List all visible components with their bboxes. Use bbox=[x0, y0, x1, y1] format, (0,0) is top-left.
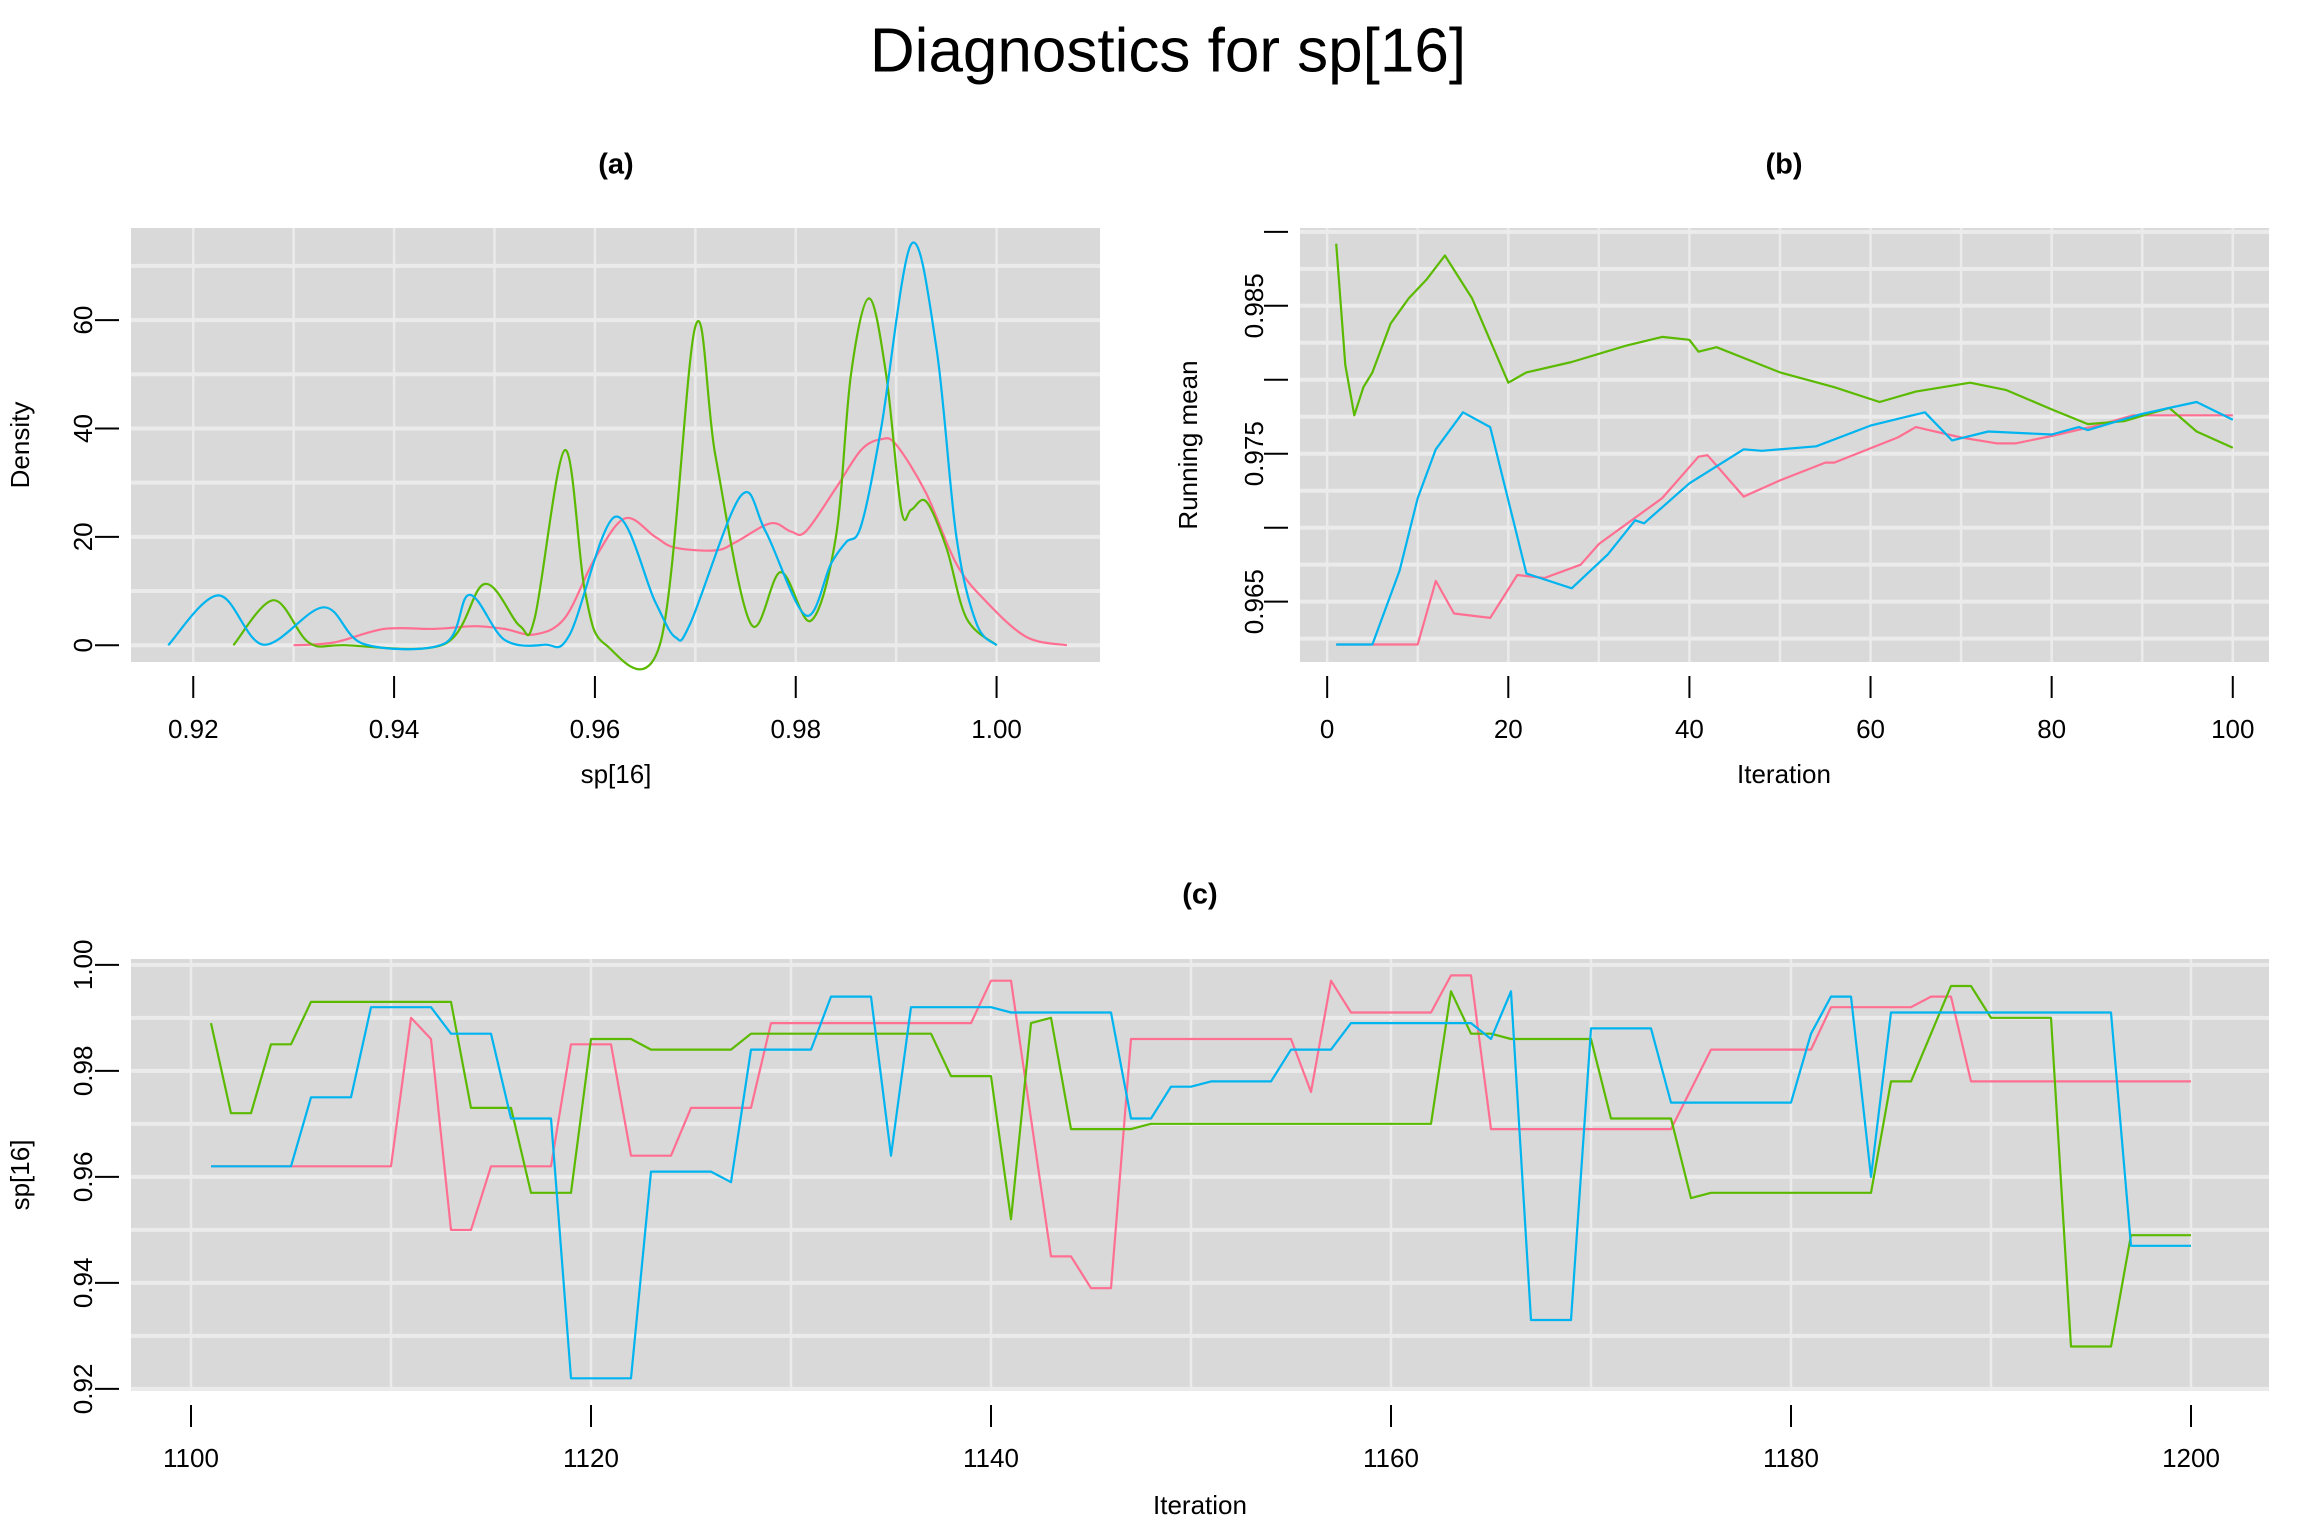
panel-b-title: (b) bbox=[1765, 149, 1802, 181]
x-tick-label: 1160 bbox=[1363, 1443, 1419, 1473]
x-tick-label: 60 bbox=[1856, 714, 1885, 744]
series-line-chain2 bbox=[209, 984, 2191, 1348]
panel-b-xlabel: Iteration bbox=[1737, 759, 1831, 789]
series-line-chain3 bbox=[167, 241, 998, 651]
plot-background bbox=[1300, 228, 2269, 662]
series-line-chain1 bbox=[211, 974, 2191, 1290]
panel-c-trace-plot: 1100 1120 1140 1160 1180 1200 0.92 0.94 0.96 0.98… bbox=[68, 940, 2269, 1473]
panel-a-ylabel: Density bbox=[5, 402, 35, 489]
series-line-chain1 bbox=[293, 437, 1068, 647]
x-tick-label: 40 bbox=[1675, 714, 1704, 744]
y-tick-label: 20 bbox=[68, 522, 98, 551]
y-tick-label: 0 bbox=[68, 638, 98, 652]
y-tick-label: 0.94 bbox=[68, 1258, 98, 1309]
x-tick-label: 0 bbox=[1320, 714, 1334, 744]
main-title: Diagnostics for sp[16] bbox=[870, 16, 1466, 85]
plot-background bbox=[131, 228, 1100, 662]
series-line-chain3 bbox=[1336, 400, 2234, 646]
x-tick-label: 1120 bbox=[563, 1443, 619, 1473]
x-tick-label: 1140 bbox=[963, 1443, 1019, 1473]
series-line-chain2 bbox=[1335, 243, 2234, 449]
y-tick-label: 0.985 bbox=[1239, 273, 1269, 338]
x-tick-label: 20 bbox=[1494, 714, 1523, 744]
panel-a-xlabel: sp[16] bbox=[581, 759, 652, 789]
x-tick-label: 80 bbox=[2037, 714, 2066, 744]
series-line-chain2 bbox=[232, 297, 998, 671]
series-line-chain1 bbox=[1336, 414, 2233, 646]
x-tick-label: 1180 bbox=[1763, 1443, 1819, 1473]
y-tick-label: 0.92 bbox=[68, 1364, 98, 1415]
panel-c-title: (c) bbox=[1182, 879, 1217, 911]
x-tick-label: 0.98 bbox=[770, 714, 821, 744]
y-tick-label: 0.98 bbox=[68, 1046, 98, 1097]
panel-a-density-plot: 0.92 0.94 0.96 0.98 1.00 0 20 40 60 bbox=[68, 228, 1100, 744]
panel-a-title: (a) bbox=[598, 149, 633, 181]
panel-c-ylabel: sp[16] bbox=[5, 1140, 35, 1211]
series-line-chain3 bbox=[211, 990, 2191, 1380]
y-tick-label: 0.975 bbox=[1239, 421, 1269, 486]
x-tick-label: 0.96 bbox=[570, 714, 621, 744]
x-tick-label: 1.00 bbox=[971, 714, 1022, 744]
y-tick-label: 1.00 bbox=[68, 940, 98, 991]
panel-b-running-mean-plot: 0 20 40 60 80 100 0.965 0.975 0.985 bbox=[1239, 228, 2269, 744]
panel-c-xlabel: Iteration bbox=[1153, 1490, 1247, 1520]
x-tick-label: 1100 bbox=[163, 1443, 219, 1473]
x-tick-label: 100 bbox=[2211, 714, 2254, 744]
y-tick-label: 40 bbox=[68, 414, 98, 443]
x-tick-label: 1200 bbox=[2162, 1443, 2220, 1473]
panel-b-ylabel: Running mean bbox=[1173, 360, 1203, 529]
y-tick-label: 0.965 bbox=[1239, 569, 1269, 634]
y-tick-label: 60 bbox=[68, 306, 98, 335]
x-tick-label: 0.94 bbox=[369, 714, 420, 744]
x-tick-label: 0.92 bbox=[168, 714, 219, 744]
y-tick-label: 0.96 bbox=[68, 1152, 98, 1203]
